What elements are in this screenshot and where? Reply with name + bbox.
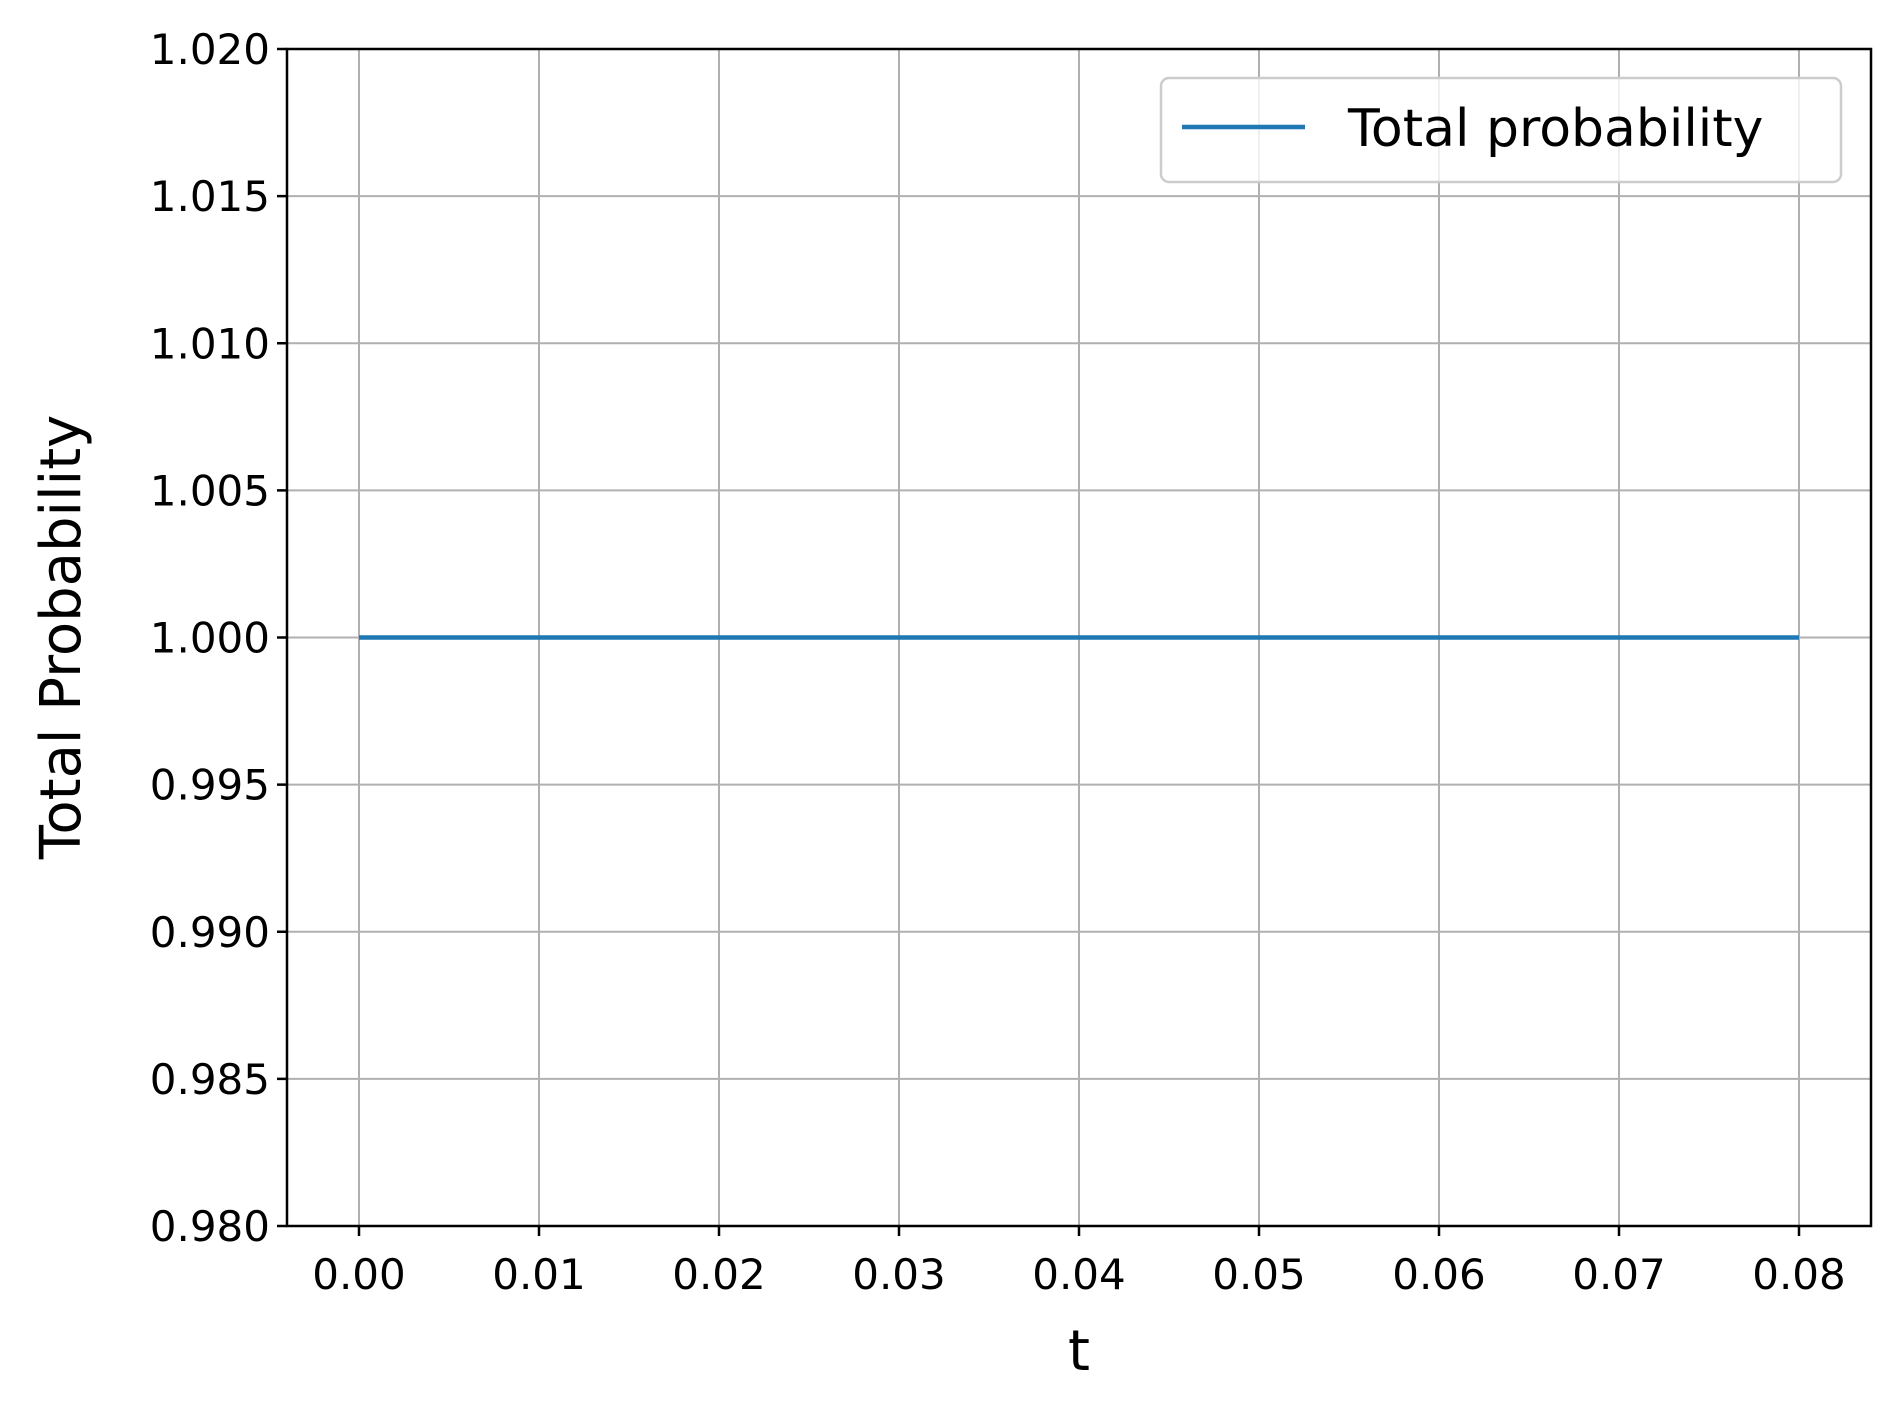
x-tick-label: 0.02 <box>672 1250 766 1299</box>
y-tick-label: 0.985 <box>150 1055 270 1104</box>
y-tick-label: 1.000 <box>150 614 270 663</box>
x-tick-label: 0.08 <box>1752 1250 1846 1299</box>
x-axis-title: t <box>1068 1319 1090 1384</box>
y-axis-title: Total Probability <box>29 415 94 861</box>
x-tick-label: 0.05 <box>1212 1250 1306 1299</box>
y-tick-label: 1.015 <box>150 172 270 221</box>
y-tick-label: 1.010 <box>150 319 270 368</box>
y-axis: 0.980 0.985 0.990 0.995 1.000 1.005 1.010 1.015… <box>150 25 287 1251</box>
y-tick-label: 0.980 <box>150 1202 270 1251</box>
x-tick-label: 0.06 <box>1392 1250 1486 1299</box>
x-tick-label: 0.01 <box>492 1250 586 1299</box>
x-tick-label: 0.03 <box>852 1250 946 1299</box>
legend-box <box>1159 76 1843 184</box>
y-tick-label: 0.990 <box>150 908 270 957</box>
legend: Total probability <box>1159 76 1843 184</box>
y-tick-label: 1.005 <box>150 466 270 515</box>
y-tick-label: 0.995 <box>150 761 270 810</box>
y-tick-label: 1.020 <box>150 25 270 74</box>
x-tick-label: 0.00 <box>312 1250 406 1299</box>
x-tick-label: 0.04 <box>1032 1250 1126 1299</box>
x-axis: 0.00 0.01 0.02 0.03 0.04 0.05 0.06 0.07 0.08 <box>312 1226 1846 1299</box>
legend-label: Total probability <box>1347 99 1763 159</box>
x-tick-label: 0.07 <box>1572 1250 1666 1299</box>
